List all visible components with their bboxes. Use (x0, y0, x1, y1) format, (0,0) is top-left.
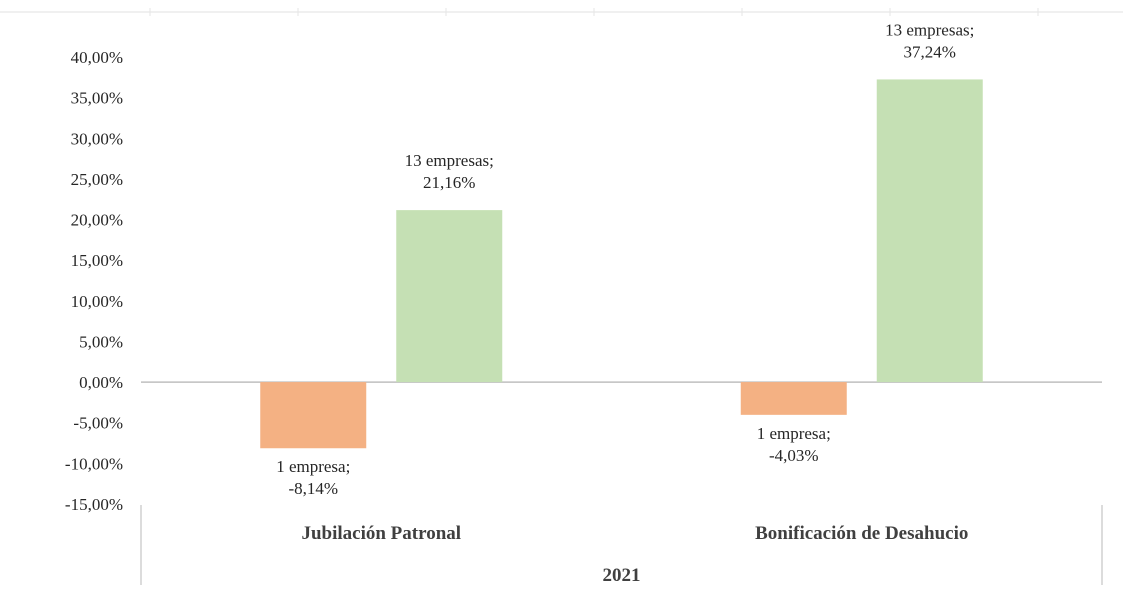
y-tick-label: 0,00% (79, 373, 123, 392)
data-label: 1 empresa; (276, 457, 350, 476)
data-label: -8,14% (288, 479, 338, 498)
y-tick-label: 5,00% (79, 332, 123, 351)
data-label: 13 empresas; (885, 20, 974, 39)
y-axis: 40,00% 35,00% 30,00% 25,00% 20,00% 15,00% 10,0… (65, 48, 123, 514)
data-label: 13 empresas; (405, 151, 494, 170)
category-label: Jubilación Patronal (301, 523, 461, 544)
y-tick-label: -10,00% (65, 454, 123, 473)
bar (260, 382, 367, 449)
bar (396, 210, 503, 383)
group-label: 2021 (603, 565, 641, 586)
y-tick-label: 10,00% (71, 292, 123, 311)
y-tick-label: -5,00% (73, 414, 123, 433)
y-tick-label: 40,00% (71, 48, 123, 67)
data-label: 37,24% (904, 42, 956, 61)
bar (740, 382, 847, 415)
y-tick-label: 35,00% (71, 89, 123, 108)
y-tick-label: 25,00% (71, 170, 123, 189)
y-tick-label: 15,00% (71, 251, 123, 270)
y-tick-label: 30,00% (71, 129, 123, 148)
y-tick-label: -15,00% (65, 495, 123, 514)
data-label: -4,03% (769, 446, 819, 465)
data-label: 1 empresa; (757, 424, 831, 443)
data-label: 21,16% (423, 173, 475, 192)
data-labels: 1 empresa; -8,14% 13 empresas; 21,16% 1 empr… (276, 20, 974, 498)
category-label: Bonificación de Desahucio (755, 523, 968, 544)
bar (876, 79, 983, 383)
category-axis: Jubilación Patronal Bonificación de Desah… (301, 523, 968, 586)
y-tick-label: 20,00% (71, 211, 123, 230)
bars (260, 79, 983, 449)
